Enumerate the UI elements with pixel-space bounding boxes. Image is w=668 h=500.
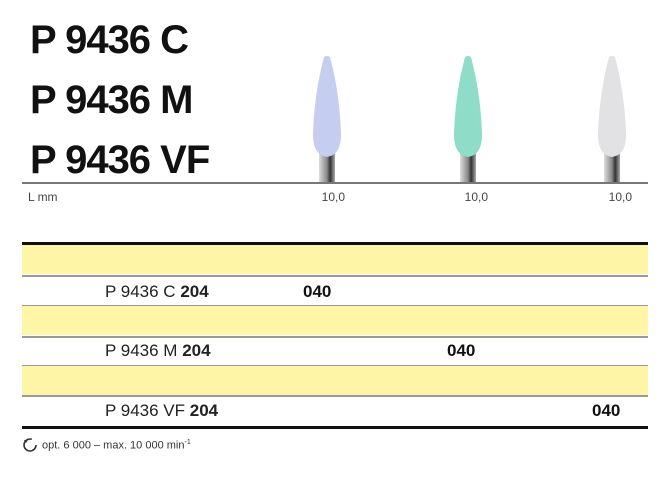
divider bbox=[22, 365, 648, 366]
size-value-c: 040 bbox=[303, 282, 332, 301]
title-vf: P 9436 VF bbox=[30, 138, 210, 182]
divider bbox=[22, 305, 648, 306]
bur-image-m bbox=[454, 56, 482, 183]
row-band bbox=[22, 306, 648, 335]
length-label: L mm bbox=[28, 190, 58, 204]
order-code-c: P 9436 C 204 bbox=[105, 282, 209, 301]
rotation-speed-icon bbox=[23, 438, 37, 452]
divider bbox=[22, 426, 648, 429]
divider bbox=[22, 395, 648, 397]
divider bbox=[22, 275, 648, 277]
bur-image-vf bbox=[598, 56, 626, 183]
divider bbox=[22, 182, 648, 184]
order-code-vf: P 9436 VF 204 bbox=[105, 401, 219, 420]
title-c: P 9436 C bbox=[30, 18, 189, 62]
length-vf: 10,0 bbox=[608, 190, 632, 204]
row-band bbox=[22, 245, 648, 274]
size-value-vf: 040 bbox=[592, 401, 621, 420]
divider bbox=[22, 336, 648, 338]
divider bbox=[22, 242, 648, 245]
speed-note: opt. 6 000 – max. 10 000 min-1 bbox=[22, 437, 191, 453]
order-code-m: P 9436 M 204 bbox=[105, 341, 211, 360]
row-band bbox=[22, 366, 648, 395]
speed-text: opt. 6 000 – max. 10 000 min-1 bbox=[42, 438, 191, 452]
size-value-m: 040 bbox=[447, 341, 476, 360]
length-c: 10,0 bbox=[321, 190, 345, 204]
length-m: 10,0 bbox=[464, 190, 488, 204]
title-m: P 9436 M bbox=[30, 78, 193, 122]
bur-image-c bbox=[313, 56, 341, 183]
